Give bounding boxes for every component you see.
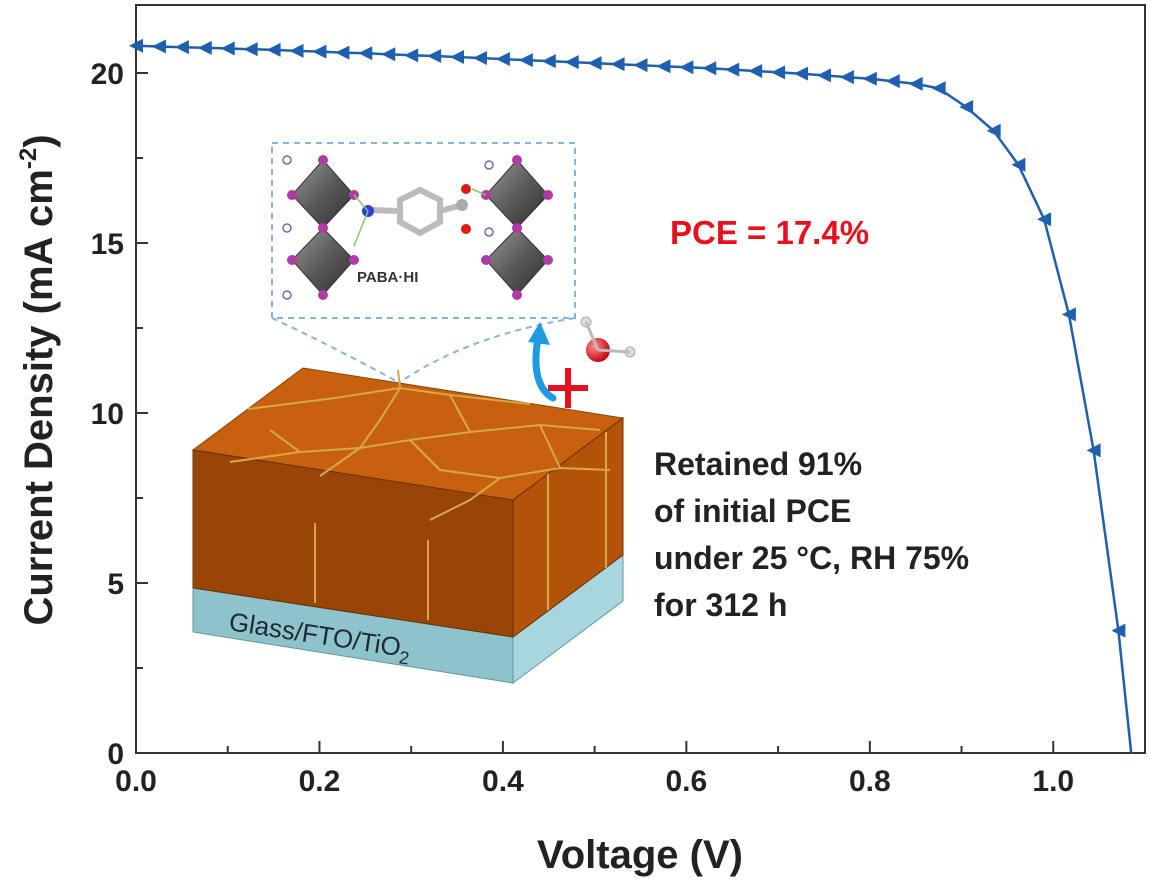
y-tick-label: 0 (107, 738, 124, 771)
jv-marker (610, 57, 625, 72)
y-tick-label: 5 (107, 568, 124, 601)
jv-marker (404, 48, 419, 63)
jv-marker (197, 40, 212, 55)
jv-marker (220, 41, 235, 56)
perovskite-film-illustration: Glass/FTO/TiO2 (191, 367, 625, 684)
molecule-label: PABA·HI (357, 269, 418, 286)
jv-marker (174, 40, 189, 55)
jv-marker (358, 46, 373, 61)
plot-frame (135, 4, 1146, 754)
jv-marker (518, 53, 533, 68)
jv-marker (862, 71, 877, 86)
y-axis-title-close: ) (17, 134, 61, 147)
jv-marker (748, 63, 763, 78)
water-repel-icon (528, 316, 636, 408)
jv-marker (931, 81, 946, 96)
jv-marker (885, 74, 900, 89)
jv-marker (243, 42, 258, 57)
jv-marker (771, 65, 786, 80)
paba-molecule (353, 184, 487, 247)
jv-marker (335, 45, 350, 60)
jv-marker (725, 62, 740, 77)
retention-line-2: of initial PCE (654, 493, 851, 529)
y-tick-label: 15 (91, 228, 124, 261)
molecular-inset: PABA·HI (271, 142, 576, 383)
jv-marker (1086, 443, 1101, 458)
jv-marker (1037, 212, 1052, 227)
jv-marker (381, 47, 396, 62)
substrate-label-sub: 2 (398, 647, 411, 668)
retention-note: Retained 91% of initial PCE under 25 °C,… (654, 446, 969, 623)
jv-marker (1011, 157, 1026, 172)
jv-marker (816, 68, 831, 83)
jv-marker (702, 61, 717, 76)
jv-marker (986, 123, 1001, 138)
jv-marker (472, 51, 487, 66)
jv-marker (794, 66, 809, 81)
grain-boundaries (229, 369, 611, 620)
retention-line-4: for 312 h (654, 587, 787, 623)
jv-marker (427, 49, 442, 63)
jv-marker (129, 38, 143, 53)
y-tick-label: 10 (91, 398, 124, 431)
x-tick-label: 0.4 (482, 765, 524, 798)
y-axis-title: Current Density (mA cm-2) (15, 134, 61, 625)
x-tick-label: 0.6 (666, 765, 708, 798)
jv-series (129, 38, 1133, 754)
jv-marker (450, 50, 465, 65)
octahedra (291, 159, 549, 296)
retention-line-3: under 25 °C, RH 75% (654, 540, 969, 576)
inset-connector-left (271, 317, 399, 383)
y-axis-title-main: Current Density (mA cm (17, 169, 61, 625)
film-side (512, 417, 624, 638)
jv-marker (587, 56, 602, 71)
iodide-atoms (287, 155, 553, 300)
x-tick-label: 1.0 (1032, 765, 1074, 798)
jv-marker (564, 55, 579, 70)
jv-marker (312, 44, 327, 59)
jv-marker (151, 39, 166, 54)
y-tick-label: 20 (91, 58, 124, 91)
jv-marker (289, 43, 304, 58)
retention-line-1: Retained 91% (654, 446, 862, 482)
jv-marker (495, 52, 510, 67)
axes: 0.0 0.2 0.4 0.6 0.8 1.0 0 5 10 15 20 (91, 58, 1146, 798)
jv-marker (959, 100, 974, 114)
jv-marker (908, 76, 923, 91)
jv-marker (839, 70, 854, 85)
jv-marker (266, 42, 281, 57)
inset-connector-right (399, 317, 576, 383)
x-tick-label: 0.0 (115, 765, 157, 798)
jv-marker (1061, 307, 1076, 322)
x-axis-title: Voltage (V) (537, 833, 743, 877)
pce-annotation: PCE = 17.4% (670, 214, 869, 251)
x-tick-label: 0.2 (299, 765, 341, 798)
jv-marker (679, 60, 694, 75)
jv-marker (541, 54, 556, 69)
jv-marker (656, 59, 671, 74)
cation-sites (282, 155, 494, 300)
jv-marker (633, 58, 648, 73)
y-axis-title-sup: -2 (15, 148, 42, 169)
x-tick-label: 0.8 (849, 765, 891, 798)
jv-marker (1111, 623, 1126, 638)
